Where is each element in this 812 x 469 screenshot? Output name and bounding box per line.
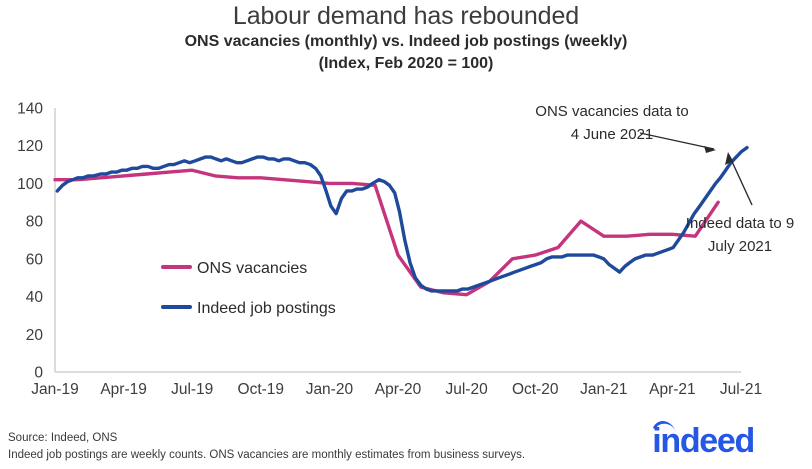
legend-label-indeed: Indeed job postings <box>197 300 336 317</box>
source-text: Source: Indeed, ONS <box>8 432 118 444</box>
x-tick-label: Jul-19 <box>171 381 213 398</box>
y-tick-label: 0 <box>34 365 43 382</box>
indeed-annotation: Indeed data to 9 July 2021 <box>686 152 794 255</box>
x-axis: Jan-19 Apr-19 Jul-19 Oct-19 Jan-20 Apr-20 Jul-… <box>31 371 762 398</box>
y-tick-label: 80 <box>26 214 44 231</box>
line-chart-plot: 0 20 40 60 80 100 120 140 Jan-19 Apr-19 Jul-19 Oct… <box>17 101 794 399</box>
x-tick-label: Oct-20 <box>512 381 559 398</box>
ons-annotation-line1: ONS vacancies data to <box>535 103 688 120</box>
y-tick-label: 40 <box>26 289 44 306</box>
data-series-group <box>53 145 749 297</box>
series-line-ons-vacancies <box>53 168 720 297</box>
ons-annotation-line2: 4 June 2021 <box>571 126 654 143</box>
y-tick-label: 140 <box>17 101 43 118</box>
y-tick-label: 60 <box>26 251 44 268</box>
chart-subtitle-line1: ONS vacancies (monthly) vs. Indeed job p… <box>184 33 628 50</box>
logo-wordmark: indeed <box>652 422 755 460</box>
x-tick-label: Jan-19 <box>31 381 78 398</box>
indeed-annotation-line2: July 2021 <box>708 238 772 255</box>
indeed-logo: indeed <box>647 417 755 460</box>
ons-annotation-arrowhead <box>704 146 716 153</box>
indeed-annotation-line1: Indeed data to 9 <box>686 215 794 232</box>
legend-label-ons: ONS vacancies <box>197 260 307 277</box>
x-tick-label: Jan-21 <box>580 381 627 398</box>
y-tick-label: 100 <box>17 176 43 193</box>
chart-subtitle-line2: (Index, Feb 2020 = 100) <box>318 55 494 72</box>
chart-legend: ONS vacancies Indeed job postings <box>161 260 336 317</box>
x-tick-label: Jul-20 <box>445 381 488 398</box>
indeed-annotation-arrow-line <box>728 154 753 206</box>
footnote-text: Indeed job postings are weekly counts. O… <box>8 449 526 461</box>
indeed-annotation-arrowhead <box>725 152 733 165</box>
series-line-indeed-job-postings <box>55 145 749 293</box>
x-tick-label: Apr-20 <box>375 381 422 398</box>
page-title: Labour demand has rebounded <box>232 2 580 30</box>
ons-annotation: ONS vacancies data to 4 June 2021 <box>535 103 716 153</box>
y-tick-label: 20 <box>26 327 44 344</box>
y-axis: 0 20 40 60 80 100 120 140 <box>17 101 56 382</box>
x-tick-label: Oct-19 <box>238 381 285 398</box>
x-tick-label: Apr-19 <box>100 381 147 398</box>
x-tick-label: Jul-21 <box>720 381 762 398</box>
y-tick-label: 120 <box>17 138 43 155</box>
x-tick-label: Apr-21 <box>649 381 696 398</box>
x-tick-label: Jan-20 <box>306 381 354 398</box>
ons-annotation-arrow-line <box>639 132 715 150</box>
